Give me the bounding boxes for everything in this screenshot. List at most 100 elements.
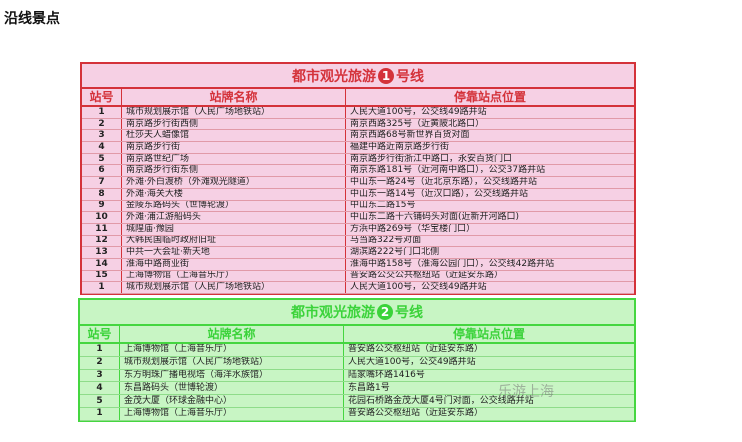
table-title: 都市观光旅游 1 号线: [82, 64, 634, 89]
table-row: 4 南京路步行街 福建中路近南京路步行街: [82, 142, 634, 154]
stop-name: 南京路世纪广场: [122, 153, 346, 165]
stop-number: 2: [82, 118, 122, 130]
stop-name: 东方明珠广播电视塔（海洋水族馆）: [120, 369, 344, 382]
col-header-location: 停靠站点位置: [453, 90, 526, 104]
stop-location: 人民大道100号，公交线49路并站: [350, 107, 487, 117]
stop-number: 7: [82, 177, 122, 188]
stop-location: 南京路步行街浙江中路口，永安百货门口: [350, 153, 513, 164]
stop-number: 5: [80, 395, 120, 407]
stop-name: 大韩民国临时政府旧址: [122, 235, 346, 247]
table-row: 6 南京路步行街东侧 南京东路181号（近河南中路口），公交37路并站: [82, 165, 634, 178]
header-row: 站号 站牌名称 停靠站点位置: [80, 326, 634, 344]
title-suffix: 号线: [396, 68, 424, 85]
stop-location: 普安路公交枢纽站（近延安东路）: [348, 344, 484, 355]
stop-number: 1: [80, 344, 120, 356]
stop-name: 南京路步行街东侧: [122, 165, 346, 177]
stop-number: 13: [82, 247, 122, 258]
table-row: 5 金茂大厦（环球金融中心） 花园石桥路金茂大厦4号门对面，公交线路并站: [80, 395, 634, 408]
stop-name: 上海博物馆（上海音乐厅）: [122, 270, 346, 282]
stop-number: 8: [82, 188, 122, 200]
table-row: 14 淮海中路商业街 淮海中路158号（淮海公园门口），公交线42路并站: [82, 258, 634, 271]
table-row: 3 杜莎夫人蜡像馆 南京西路68号新世界百货对面: [82, 130, 634, 143]
stop-location: 南京西路68号新世界百货对面: [350, 130, 470, 141]
title-text: 都市观光旅游: [292, 68, 376, 85]
watermark: 乐游上海: [498, 384, 554, 400]
col-header-name: 站牌名称: [120, 326, 344, 342]
title-suffix: 号线: [395, 305, 423, 321]
stop-location: 马当路322号对面: [350, 235, 422, 246]
stop-name: 南京路步行街: [122, 142, 346, 153]
stop-location: 中山东一路14号（近汉口路），公交线路并站: [350, 188, 528, 199]
stop-location: 中山东一路24号（近北京东路），公交线路并站: [350, 177, 537, 187]
stop-name: 东昌路码头（世博轮渡）: [120, 382, 344, 395]
table-row: 9 金陵东路码头（世博轮渡） 中山东二路15号: [82, 200, 634, 213]
section-heading: 沿线景点: [4, 11, 60, 27]
stop-location: 淮海中路158号（淮海公园门口），公交线42路并站: [350, 258, 555, 269]
stop-location: 中山东二路15号: [350, 200, 416, 211]
stop-number: 10: [82, 212, 122, 223]
table-row: 4 东昌路码头（世博轮渡） 东昌路1号: [80, 382, 634, 396]
stop-name: 城隍庙·豫园: [122, 223, 346, 235]
stop-location: 湖滨路222号门口北侧: [350, 247, 440, 258]
stop-name: 外滩·海关大楼: [122, 188, 346, 200]
stop-name: 金茂大厦（环球金融中心）: [120, 395, 344, 407]
stop-name: 上海博物馆（上海音乐厅）: [120, 407, 344, 420]
table-row: 5 南京路世纪广场 南京路步行街浙江中路口，永安百货门口: [82, 153, 634, 166]
stop-location: 中山东二路十六铺码头对面(近新开河路口): [350, 212, 520, 223]
table-row: 10 外滩·浦江游船码头 中山东二路十六铺码头对面(近新开河路口): [82, 212, 634, 224]
table-row: 3 东方明珠广播电视塔（海洋水族馆） 陆家嘴环路1416号: [80, 369, 634, 383]
table-row: 8 外滩·海关大楼 中山东一路14号（近汉口路），公交线路并站: [82, 188, 634, 201]
line-2-table: 都市观光旅游 2 号线 站号 站牌名称 停靠站点位置 1 上海博物馆（上海音乐厅） 普安路公…: [78, 298, 636, 422]
stop-number: 4: [80, 382, 120, 395]
stop-number: 5: [82, 153, 122, 165]
table-row: 11 城隍庙·豫园 方浜中路269号（华宝楼门口）: [82, 223, 634, 236]
table-row: 1 城市规划展示馆（人民广场地铁站） 人民大道100号，公交线49路并站: [82, 107, 634, 119]
col-header-location: 停靠站点位置: [452, 327, 525, 341]
table-row: 15 上海博物馆（上海音乐厅） 普安路公交公共枢纽站（近延安东路）: [82, 270, 634, 283]
col-header-no: 站号: [82, 89, 122, 105]
stop-location: 人民大道100号，公交线49路并站: [350, 282, 487, 293]
table-row: 1 上海博物馆（上海音乐厅） 普安路公交枢纽站（近延安东路）: [80, 344, 634, 357]
stop-name: 金陵东路码头（世博轮渡）: [122, 200, 346, 212]
stop-location: 人民大道100号，公交49路并站: [348, 357, 476, 368]
stop-name: 城市规划展示馆（人民广场地铁站）: [122, 282, 346, 293]
stop-number: 14: [82, 258, 122, 270]
header-row: 站号 站牌名称 停靠站点位置: [82, 89, 634, 107]
stop-name: 城市规划展示馆（人民广场地铁站）: [122, 107, 346, 118]
stop-number: 9: [82, 200, 122, 212]
table-row: 7 外滩·外白渡桥（外滩观光隧道） 中山东一路24号（近北京东路），公交线路并站: [82, 177, 634, 189]
table-row: 1 城市规划展示馆（人民广场地铁站） 人民大道100号，公交线49路并站: [82, 282, 634, 294]
stop-number: 4: [82, 142, 122, 153]
stop-name: 南京路步行街西侧: [122, 118, 346, 130]
stop-number: 2: [80, 356, 120, 369]
col-header-no: 站号: [80, 326, 120, 342]
table-row: 13 中共一大会址·新天地 湖滨路222号门口北侧: [82, 247, 634, 259]
stop-location: 福建中路近南京路步行街: [350, 142, 450, 152]
table-row: 2 南京路步行街西侧 南京西路325号（近黄陂北路口）: [82, 118, 634, 131]
stop-location: 陆家嘴环路1416号: [348, 369, 425, 380]
title-text: 都市观光旅游: [291, 305, 375, 321]
stop-number: 11: [82, 223, 122, 235]
stop-number: 15: [82, 270, 122, 282]
stop-location: 普安路公交公共枢纽站（近延安东路）: [350, 270, 504, 281]
stop-location: 南京西路325号（近黄陂北路口）: [350, 118, 485, 129]
stop-name: 杜莎夫人蜡像馆: [122, 130, 346, 142]
table-row: 2 城市规划展示馆（人民广场地铁站） 人民大道100号，公交49路并站: [80, 356, 634, 370]
stop-location: 普安路公交枢纽站（近延安东路）: [348, 408, 484, 419]
stop-number: 6: [82, 165, 122, 177]
stop-name: 外滩·浦江游船码头: [122, 212, 346, 223]
stop-number: 1: [82, 282, 122, 293]
stop-name: 中共一大会址·新天地: [122, 247, 346, 258]
stop-location: 方浜中路269号（华宝楼门口）: [350, 223, 476, 234]
table-row: 1 上海博物馆（上海音乐厅） 普安路公交枢纽站（近延安东路）: [80, 407, 634, 421]
stop-number: 3: [80, 369, 120, 382]
table-row: 12 大韩民国临时政府旧址 马当路322号对面: [82, 235, 634, 248]
stop-number: 1: [80, 407, 120, 420]
stop-name: 城市规划展示馆（人民广场地铁站）: [120, 356, 344, 369]
stop-number: 12: [82, 235, 122, 247]
stop-location: 南京东路181号（近河南中路口），公交37路并站: [350, 165, 546, 176]
stop-location: 东昌路1号: [348, 382, 390, 393]
stop-number: 3: [82, 130, 122, 142]
stop-number: 1: [82, 107, 122, 118]
stop-name: 外滩·外白渡桥（外滩观光隧道）: [122, 177, 346, 188]
